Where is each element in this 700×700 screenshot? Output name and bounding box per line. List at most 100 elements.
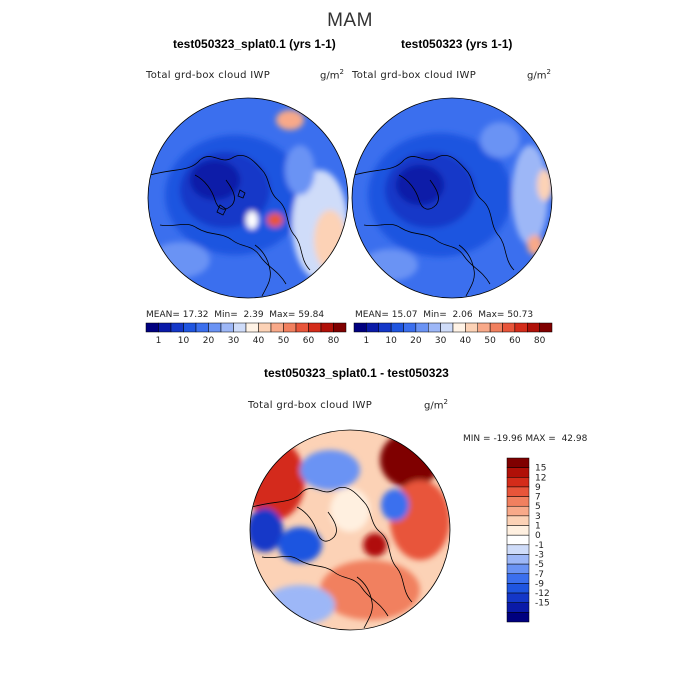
panel1-stats: MEAN= 17.32 Min= 2.39 Max= 59.84: [146, 310, 324, 320]
panel2-stats: MEAN= 15.07 Min= 2.06 Max= 50.73: [355, 310, 533, 320]
diff-colorbar-tick-label: 12: [535, 473, 546, 483]
diff-colorbar-swatch: [506, 602, 530, 613]
panel2-min: 2.06: [452, 310, 473, 320]
panel2-colorbar-swatch: [489, 322, 503, 333]
diff-max: 42.98: [561, 434, 588, 444]
diff-colorbar-swatch: [506, 477, 530, 488]
panel2-colorbar-swatch: [353, 322, 367, 333]
panel1-colorbar-tick-label: 30: [228, 336, 240, 346]
panel1-colorbar-swatch: [308, 322, 322, 333]
panel1-colorbar-tick-label: 20: [203, 336, 215, 346]
diff-colorbar-tick-label: 9: [535, 483, 541, 493]
diff-colorbar-swatch: [506, 573, 530, 584]
panel1-mean: 17.32: [182, 310, 209, 320]
diff-min: -19.96: [493, 434, 523, 444]
panel1-colorbar-tick-label: 60: [303, 336, 315, 346]
diff-colorbar-swatch: [506, 515, 530, 526]
panel2-colorbar-swatch: [403, 322, 417, 333]
panel1-title: test050323_splat0.1 (yrs 1-1): [173, 37, 336, 51]
diff-colorbar-swatch: [506, 612, 530, 623]
panel1-colorbar-swatch: [145, 322, 159, 333]
panel1-min: 2.39: [243, 310, 264, 320]
diff-colorbar-swatch: [506, 525, 530, 536]
panel2-colorbar-tick-label: 20: [410, 336, 422, 346]
panel1-variable-label: Total grd-box cloud IWP: [146, 70, 271, 81]
panel2-colorbar-swatch: [502, 322, 516, 333]
panel1-colorbar-swatch: [283, 322, 297, 333]
panel2-colorbar-swatch: [465, 322, 478, 333]
panel1-polar-map: [147, 97, 349, 299]
panel2-units: g/m2: [527, 68, 551, 82]
panel1-colorbar-tick-label: 40: [253, 336, 265, 346]
diff-colorbar-swatch: [506, 496, 530, 507]
panel1-colorbar-swatch: [295, 322, 309, 333]
panel1-colorbar: 1 10 20 30 40 50 60 80: [145, 322, 347, 346]
panel2-colorbar-swatch: [514, 322, 528, 333]
panel1-units: g/m2: [320, 68, 344, 82]
diff-colorbar-swatch: [506, 554, 530, 565]
diff-colorbar-tick-label: 3: [535, 512, 541, 522]
diff-colorbar-tick-label: 5: [535, 502, 541, 512]
diff-colorbar-tick-label: 0: [535, 531, 541, 541]
panel2-colorbar-swatch: [390, 322, 404, 333]
diff-variable-label: Total grd-box cloud IWP: [248, 400, 373, 411]
panel1-colorbar-tick-label: 50: [278, 336, 290, 346]
panel1-colorbar-swatch: [220, 322, 234, 333]
panel2-max: 50.73: [507, 310, 534, 320]
panel1-colorbar-swatch: [320, 322, 334, 333]
panel2-colorbar: 1 10 20 30 40 50 60 80: [353, 322, 553, 346]
diff-colorbar-tick-label: 15: [535, 464, 546, 474]
panel2-min-label: Min=: [423, 310, 447, 320]
diff-max-label: MAX =: [525, 434, 556, 444]
panel2-colorbar-swatch: [527, 322, 540, 333]
diff-colorbar-swatch: [506, 457, 530, 468]
panel2-colorbar-tick-label: 60: [509, 336, 521, 346]
panel2-colorbar-swatch: [477, 322, 491, 333]
diff-polar-map: [249, 429, 451, 631]
panel2-variable-label: Total grd-box cloud IWP: [352, 70, 477, 81]
diff-colorbar-tick-label: -1: [535, 541, 544, 551]
panel1-colorbar-swatch: [158, 322, 172, 333]
panel2-colorbar-tick-label: 1: [364, 336, 370, 346]
diff-colorbar-tick-label: -7: [535, 570, 544, 580]
diff-colorbar-swatch: [506, 583, 530, 594]
diff-colorbar-swatch: [506, 544, 530, 555]
panel1-colorbar-swatch: [245, 322, 259, 333]
panel1-colorbar-tick-label: 80: [328, 336, 340, 346]
panel1-colorbar-swatch: [183, 322, 197, 333]
panel2-colorbar-swatch: [452, 322, 466, 333]
panel1-max-label: Max=: [269, 310, 296, 320]
panel2-max-label: Max=: [478, 310, 505, 320]
panel2-mean-label: MEAN=: [355, 310, 389, 320]
diff-colorbar-swatch: [506, 534, 530, 546]
diff-colorbar-swatch: [506, 563, 530, 575]
panel1-mean-label: MEAN=: [146, 310, 180, 320]
panel1-colorbar-swatch: [333, 322, 347, 333]
panel2-colorbar-tick-label: 30: [435, 336, 447, 346]
panel2-colorbar-swatch: [440, 322, 454, 333]
season-title: MAM: [327, 10, 373, 31]
diff-stats: MIN = -19.96 MAX = 42.98: [463, 434, 587, 444]
panel2-colorbar-tick-label: 80: [534, 336, 546, 346]
diff-colorbar-swatch: [506, 505, 530, 517]
diff-colorbar-swatch: [506, 486, 530, 497]
panel2-colorbar-tick-label: 40: [460, 336, 472, 346]
panel1-colorbar-swatch: [233, 322, 247, 333]
panel2-colorbar-swatch: [415, 322, 429, 333]
diff-colorbar-tick-label: 1: [535, 522, 541, 532]
diff-colorbar-tick-label: -12: [535, 589, 550, 599]
panel2-colorbar-tick-label: 10: [385, 336, 397, 346]
panel2-title: test050323 (yrs 1-1): [401, 37, 513, 51]
panel1-colorbar-swatch: [195, 322, 209, 333]
diff-colorbar-swatch: [506, 467, 530, 478]
diff-min-label: MIN =: [463, 434, 491, 444]
diff-units: g/m2: [424, 398, 448, 412]
diff-colorbar-tick-label: -3: [535, 550, 544, 560]
panel1-min-label: Min=: [214, 310, 238, 320]
panel1-colorbar-swatch: [270, 322, 284, 333]
panel1-colorbar-swatch: [170, 322, 184, 333]
panel2-colorbar-swatch: [428, 322, 441, 333]
diff-colorbar-tick-label: -5: [535, 560, 544, 570]
panel2-colorbar-tick-label: 50: [484, 336, 496, 346]
